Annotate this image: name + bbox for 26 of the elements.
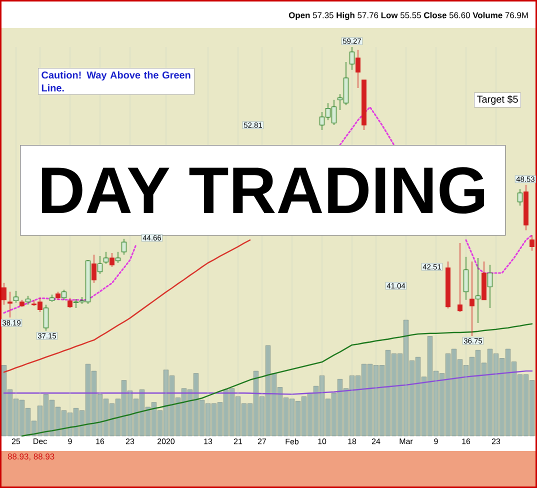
candlestick — [488, 264, 492, 308]
candlestick — [68, 298, 72, 308]
candlestick — [62, 289, 66, 300]
annotation: DAY TRADING — [42, 167, 484, 214]
candlestick — [470, 261, 474, 336]
candlestick — [8, 291, 12, 318]
candlestick — [14, 290, 18, 304]
candlestick — [458, 242, 462, 312]
candlestick — [350, 46, 354, 70]
candlestick — [2, 282, 6, 306]
candlestick — [110, 252, 114, 268]
candlestick — [98, 256, 102, 274]
candlestick — [44, 304, 48, 332]
candlestick — [356, 50, 360, 88]
annotation: Target $5 — [476, 95, 518, 105]
candlestick — [104, 252, 108, 264]
candlestick — [530, 234, 534, 252]
text: Open 57.35 High 57.76 Low 55.55 Close 56.60 Volume 76.9M — [288, 12, 528, 20]
candlestick — [464, 256, 468, 300]
candlestick — [122, 238, 126, 256]
candlestick — [116, 252, 120, 264]
candlestick — [92, 254, 96, 284]
annotation: Caution! Way Above the Green Line. — [42, 71, 190, 92]
candlestick — [476, 258, 480, 324]
text: 88.93, 88.93 — [8, 454, 54, 460]
candlestick — [518, 188, 522, 206]
